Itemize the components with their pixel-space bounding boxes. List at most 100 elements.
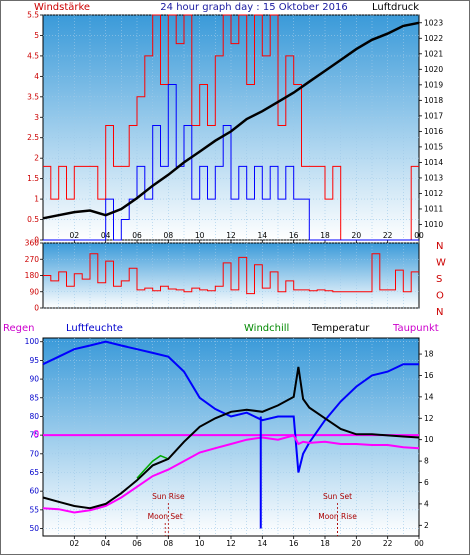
temp-humidity-grid: [58, 338, 404, 536]
humidity-axis-ticks: 50 55 60 65 70 75 80 85 90 95 100: [25, 337, 419, 533]
x-tick-label: 00: [414, 539, 424, 548]
y-tick-label: 1023: [424, 18, 443, 27]
y-tick-label: 1021: [424, 49, 443, 58]
x-tick-label: 18: [320, 231, 330, 240]
regen-label: Regen: [3, 323, 35, 334]
y-tick-label: 1022: [424, 34, 443, 43]
windchill-line: [136, 454, 169, 479]
y-tick-label: 4: [424, 499, 429, 508]
y-tick-label: 90: [29, 375, 39, 384]
temperature-line: [42, 366, 420, 510]
y-tick-label: 0: [34, 236, 39, 245]
sun-rise-label: Sun Rise: [152, 492, 185, 501]
y-tick-label: 100: [25, 337, 40, 346]
wind-direction-axis-ticks: 0 90 180 270 360: [25, 239, 419, 313]
compass-label: N: [436, 307, 443, 318]
y-tick-label: 3.5: [27, 92, 39, 101]
y-tick-label: 0: [34, 304, 39, 313]
wind-pressure-panel: 00.511.522.533.544.555.5 101010111012101…: [27, 11, 443, 245]
y-tick-label: 0.5: [27, 215, 39, 224]
y-tick-label: 8: [424, 457, 429, 466]
x-tick-label: 14: [258, 231, 268, 240]
x-tick-label: 02: [70, 539, 80, 548]
x-tick-label: 08: [164, 539, 174, 548]
x-tick-label: 06: [132, 231, 142, 240]
luftfeuchte-label: Luftfeuchte: [66, 323, 123, 334]
compass-label: S: [436, 274, 442, 285]
temp-humidity-x-ticks: 02 04 06 08 10 12 14 16 18 20 22 00: [70, 536, 424, 548]
taupunkt-label: Taupunkt: [392, 323, 439, 334]
y-tick-label: 80: [29, 412, 39, 421]
y-tick-label: 1010: [424, 220, 443, 229]
temp-humidity-panel: 50 55 60 65 70 75 80 85 90 95 100 2 4 6 8 10 12 14 16 18 0…: [25, 337, 434, 548]
y-tick-label: 6: [424, 478, 429, 487]
x-tick-label: 22: [383, 539, 393, 548]
y-tick-label: 4.5: [27, 51, 39, 60]
x-tick-label: 20: [352, 539, 362, 548]
x-tick-label: 10: [195, 231, 205, 240]
x-tick-label: 12: [226, 539, 236, 548]
header-left-title: Windstärke: [34, 2, 90, 13]
y-tick-label: 270: [25, 255, 40, 264]
y-tick-label: 12: [424, 414, 434, 423]
x-tick-label: 10: [195, 539, 205, 548]
wind-direction-grid: [58, 243, 404, 308]
humidity-line: [42, 340, 419, 473]
sun-set-label: Sun Set: [323, 492, 352, 501]
y-tick-label: 16: [424, 371, 434, 380]
y-tick-label: 1011: [424, 204, 443, 213]
x-tick-label: 14: [258, 539, 268, 548]
y-tick-label: 5.5: [27, 11, 39, 20]
y-tick-label: 65: [29, 468, 39, 477]
wind-average-line: [43, 84, 419, 241]
wind-gust-line: [43, 14, 419, 241]
header-right-title: Luftdruck: [372, 2, 419, 13]
y-tick-label: 1017: [424, 111, 443, 120]
windchill-label: Windchill: [244, 323, 289, 334]
x-tick-label: 00: [414, 231, 424, 240]
y-tick-label: 180: [25, 271, 40, 280]
y-tick-label: 1014: [424, 158, 443, 167]
y-tick-label: 95: [29, 356, 39, 365]
pressure-axis-ticks: 1010 1011 1012 1013 1014 1015 1016 1017 1018 1019…: [419, 18, 443, 229]
moon-rise-label: Moon Rise: [318, 512, 357, 521]
y-tick-label: 1012: [424, 189, 443, 198]
x-tick-label: 04: [101, 539, 111, 548]
temperatur-label: Temperatur: [311, 323, 370, 334]
y-tick-label: 75: [29, 431, 39, 440]
y-tick-label: 60: [29, 487, 39, 496]
y-tick-label: 90: [29, 287, 39, 296]
pressure-line: [42, 21, 420, 220]
y-tick-label: 18: [424, 350, 434, 359]
x-tick-label: 06: [132, 539, 142, 548]
y-tick-label: 10: [424, 435, 434, 444]
x-tick-label: 08: [164, 231, 174, 240]
y-tick-label: 1: [34, 195, 39, 204]
y-tick-label: 14: [424, 392, 434, 401]
header-center-title: 24 hour graph day : 15 Oktober 2016: [160, 2, 347, 13]
y-tick-label: 85: [29, 393, 39, 402]
y-tick-label: 1.5: [27, 174, 39, 183]
x-tick-label: 16: [289, 231, 299, 240]
astro-markers: Sun Rise Sun Set Moon Set Moon Rise: [148, 492, 357, 536]
compass-label: N: [436, 241, 443, 252]
x-tick-label: 22: [383, 231, 393, 240]
y-tick-label: 2: [424, 521, 429, 530]
y-tick-label: 55: [29, 505, 39, 514]
moon-set-label: Moon Set: [148, 512, 183, 521]
y-tick-label: 1015: [424, 142, 443, 151]
wind-direction-line: [43, 253, 419, 295]
x-tick-label: 12: [226, 231, 236, 240]
y-tick-label: 2: [34, 154, 39, 163]
y-tick-label: 1016: [424, 127, 443, 136]
temperature-axis-ticks: 2 4 6 8 10 12 14 16 18: [419, 350, 434, 530]
dewpoint-line: [42, 434, 420, 514]
y-tick-label: 70: [29, 449, 39, 458]
y-tick-label: 5: [34, 31, 39, 40]
y-tick-label: 4: [34, 72, 39, 81]
y-tick-label: 50: [29, 524, 39, 533]
x-tick-label: 02: [70, 231, 80, 240]
